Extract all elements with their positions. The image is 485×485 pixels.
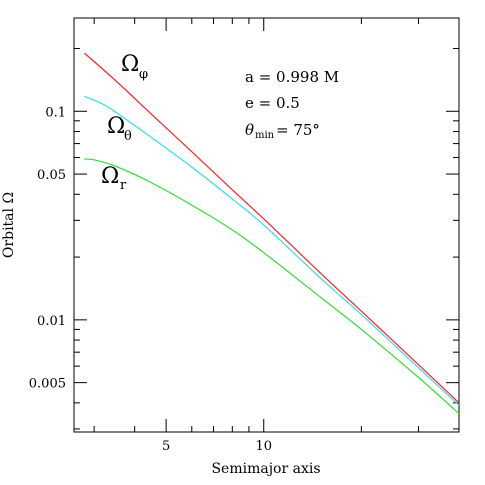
param-eccentricity: e = 0.5 xyxy=(245,94,300,112)
svg-text:φ: φ xyxy=(139,67,148,82)
svg-text:θ: θ xyxy=(124,129,132,144)
y-tick-label: 0.005 xyxy=(29,377,66,392)
series-label-omega-theta: Ω θ xyxy=(107,114,132,144)
y-tick-label: 0.05 xyxy=(37,168,66,183)
axis-ticks xyxy=(74,18,460,432)
series-line-omega-r xyxy=(84,158,460,415)
axis-tick-labels: 5 10 0.005 0.01 0.05 0.1 xyxy=(29,105,272,454)
series-lines xyxy=(84,52,460,415)
svg-text:Ω: Ω xyxy=(121,52,139,77)
svg-text:min: min xyxy=(255,130,275,141)
series-line-omega-theta xyxy=(84,95,460,406)
svg-text:Ω: Ω xyxy=(107,114,125,139)
series-label-omega-r: Ω r xyxy=(101,164,127,193)
svg-text:= 75°: = 75° xyxy=(276,121,320,139)
x-tick-label: 5 xyxy=(162,439,170,454)
series-label-omega-phi: Ω φ xyxy=(121,52,148,82)
param-theta-min: θ min = 75° xyxy=(245,121,320,141)
y-tick-label: 0.01 xyxy=(37,314,66,329)
plot-frame xyxy=(73,17,460,433)
param-spin: a = 0.998 M xyxy=(245,68,339,86)
series-line-omega-phi xyxy=(84,52,460,404)
svg-text:Ω: Ω xyxy=(101,164,119,189)
x-axis-title: Semimajor axis xyxy=(211,461,320,477)
y-tick-label: 0.1 xyxy=(45,105,66,120)
x-tick-label: 10 xyxy=(255,439,272,454)
svg-text:θ: θ xyxy=(245,121,254,139)
y-axis-title: Orbital Ω xyxy=(1,192,17,258)
svg-text:r: r xyxy=(120,178,127,193)
